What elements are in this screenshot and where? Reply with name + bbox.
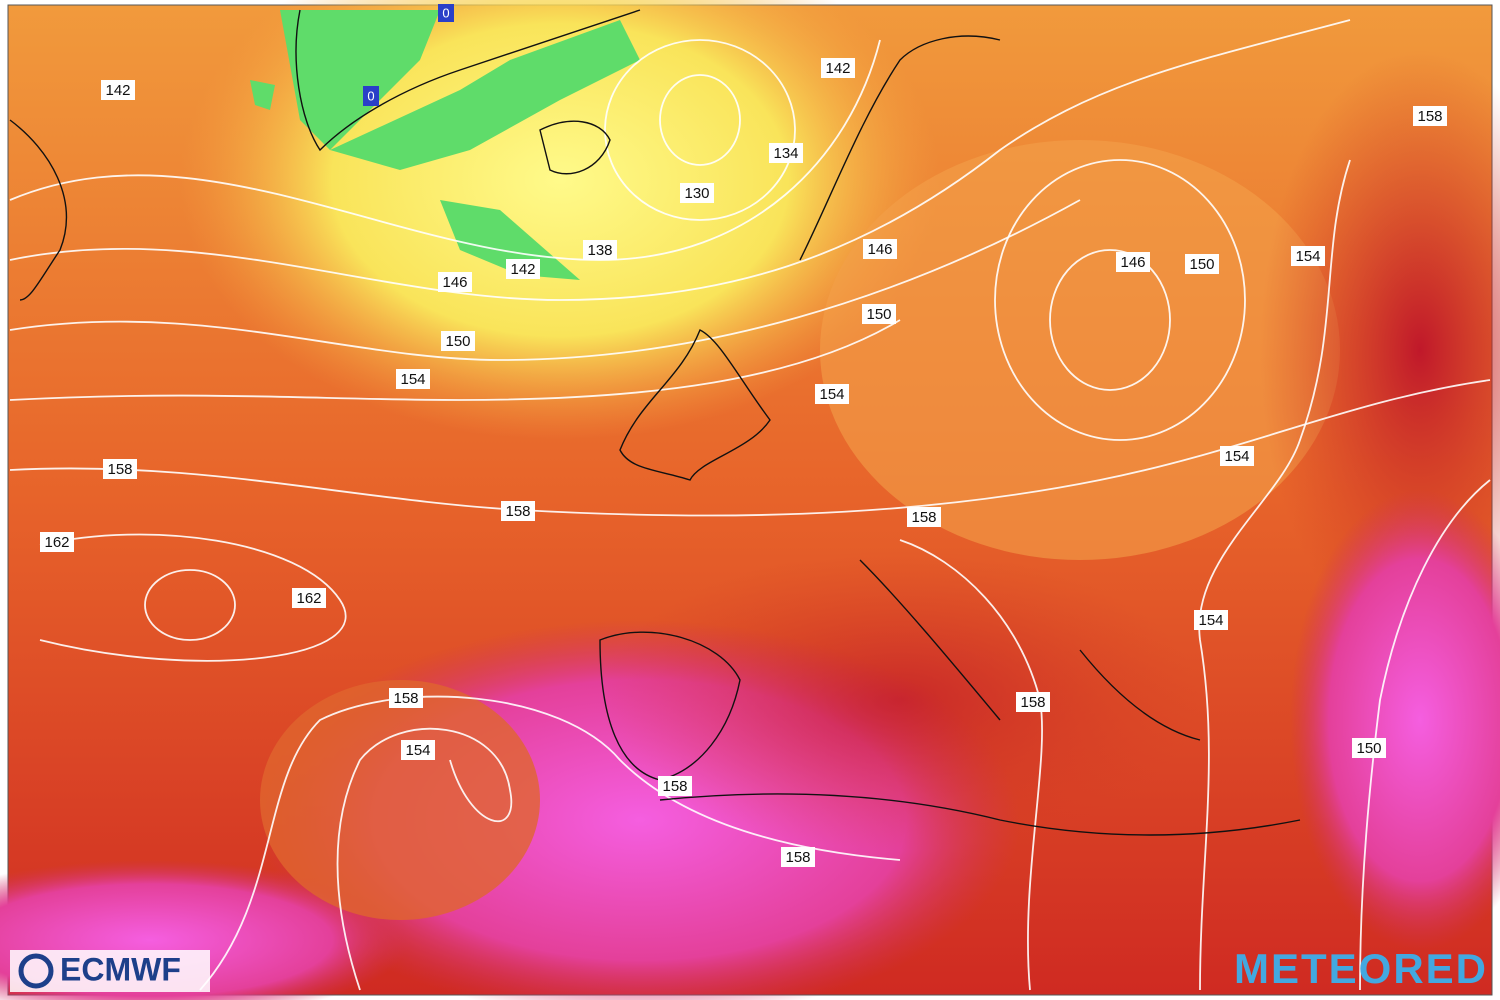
contour-label: 158: [1020, 694, 1045, 711]
label-box: [1116, 252, 1150, 272]
label-box: [506, 259, 540, 279]
contour-label: 146: [1120, 254, 1145, 271]
label-box: [292, 588, 326, 608]
low-markers: 0 0: [363, 4, 454, 106]
contour-label: 158: [393, 690, 418, 707]
label-box: [583, 240, 617, 260]
label-box: [821, 58, 855, 78]
contour-label: 154: [1198, 612, 1223, 629]
label-box: [781, 847, 815, 867]
label-box: [1194, 610, 1228, 630]
contour-label: 150: [1356, 740, 1381, 757]
contour-label: 150: [445, 333, 470, 350]
label-box: [1352, 738, 1386, 758]
label-box: [101, 80, 135, 100]
label-box: [1016, 692, 1050, 712]
low-marker: 0: [442, 5, 449, 20]
label-box: [401, 740, 435, 760]
contour-label: 146: [442, 274, 467, 291]
label-box: [389, 688, 423, 708]
contour-label: 158: [662, 778, 687, 795]
contour-label: 162: [44, 534, 69, 551]
contour-label: 158: [1417, 108, 1442, 125]
contour-label: 158: [785, 849, 810, 866]
label-box: [1413, 106, 1447, 126]
contour-label: 154: [819, 386, 844, 403]
logo-text: ECMWF: [60, 951, 181, 987]
contour-label: 158: [505, 503, 530, 520]
contour-label: 154: [405, 742, 430, 759]
label-box: [396, 369, 430, 389]
contour-label: 134: [773, 145, 798, 162]
contour-label: 146: [867, 241, 892, 258]
label-box: [769, 143, 803, 163]
coastlines: [9, 9, 1301, 836]
contour-label: 142: [105, 82, 130, 99]
label-box: [1220, 446, 1254, 466]
label-box: [907, 507, 941, 527]
label-box: [103, 459, 137, 479]
contour-label: 154: [400, 371, 425, 388]
label-box: [658, 776, 692, 796]
label-box: [862, 304, 896, 324]
label-box: [815, 384, 849, 404]
label-box: [441, 331, 475, 351]
label-box: [1291, 246, 1325, 266]
label-box: [863, 239, 897, 259]
contour-label: 154: [1224, 448, 1249, 465]
contour-label: 138: [587, 242, 612, 259]
contour-label: 162: [296, 590, 321, 607]
contour-label: 150: [866, 306, 891, 323]
label-box: [1185, 254, 1219, 274]
label-box: [680, 183, 714, 203]
contour-label: 150: [1189, 256, 1214, 273]
logo-meteored: METEORED: [1234, 945, 1488, 992]
contour-label: 142: [510, 261, 535, 278]
label-box: [438, 272, 472, 292]
contour-label: 130: [684, 185, 709, 202]
contour-label: 142: [825, 60, 850, 77]
contour-label: 158: [911, 509, 936, 526]
label-box: [40, 532, 74, 552]
contour-label: 154: [1295, 248, 1320, 265]
contour-label: 158: [107, 461, 132, 478]
logo-ecmwf: ECMWF: [10, 950, 210, 992]
contour-labels: 142 142 158 134 130 146 138 142 146 146 150 154 150 1…: [40, 58, 1447, 867]
low-marker: 0: [367, 88, 374, 103]
label-box: [501, 501, 535, 521]
